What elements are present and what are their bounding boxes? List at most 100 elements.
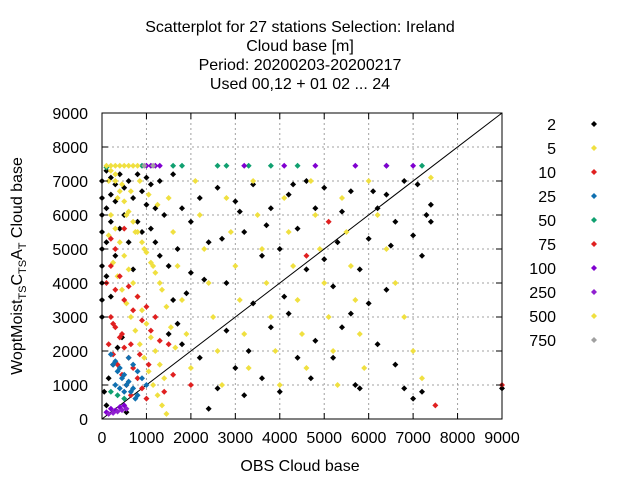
data-point xyxy=(145,191,152,198)
data-point xyxy=(219,235,225,242)
data-point xyxy=(183,331,190,337)
legend-marker xyxy=(591,265,597,271)
y-label-sub3: T xyxy=(17,242,29,249)
data-point xyxy=(156,361,163,368)
data-point xyxy=(143,320,150,327)
data-point xyxy=(107,263,114,269)
data-point xyxy=(285,191,292,198)
data-point xyxy=(107,314,114,320)
data-point xyxy=(196,195,203,201)
x-tick-label: 8000 xyxy=(440,430,476,447)
data-point xyxy=(147,225,154,232)
data-point xyxy=(201,276,208,283)
data-point xyxy=(139,385,145,392)
x-tick-label: 6000 xyxy=(351,430,387,447)
y-tick-label: 1000 xyxy=(52,378,88,395)
x-tick-label: 4000 xyxy=(262,430,298,447)
data-point xyxy=(107,191,114,198)
data-point xyxy=(139,239,145,246)
data-point xyxy=(267,314,274,320)
one-to-one-line xyxy=(101,112,503,420)
y-tick-label: 7000 xyxy=(52,174,88,191)
data-point xyxy=(383,162,390,169)
data-point xyxy=(303,252,310,259)
data-point xyxy=(401,178,408,184)
data-point xyxy=(374,341,381,348)
data-point xyxy=(392,280,399,286)
data-point xyxy=(141,354,148,361)
data-point xyxy=(116,188,123,195)
data-point xyxy=(419,162,425,169)
data-point xyxy=(392,218,399,225)
legend-marker xyxy=(591,169,597,175)
data-point xyxy=(132,395,139,402)
data-point xyxy=(107,293,114,300)
legend-label: 75 xyxy=(538,237,556,254)
data-point xyxy=(136,351,143,358)
data-point xyxy=(347,310,354,317)
title-line-1: Scatterplot for 27 stations Selection: I… xyxy=(145,19,455,36)
data-point xyxy=(187,382,194,388)
data-point xyxy=(110,320,117,327)
data-point xyxy=(125,208,132,215)
data-point xyxy=(250,181,257,188)
data-point xyxy=(165,263,172,269)
data-point xyxy=(103,205,110,212)
data-point xyxy=(259,246,265,252)
data-point xyxy=(112,382,119,388)
data-point xyxy=(170,297,177,303)
data-point xyxy=(410,232,417,239)
x-axis-label: OBS Cloud base xyxy=(240,458,359,475)
data-point xyxy=(259,375,265,382)
data-point xyxy=(116,171,123,178)
data-point xyxy=(121,198,128,205)
data-point xyxy=(134,375,141,382)
data-point xyxy=(116,162,123,169)
y-tick-label: 0 xyxy=(79,412,88,429)
y-label-main: WoptMoist xyxy=(9,299,26,375)
data-point xyxy=(352,162,359,169)
data-point xyxy=(205,280,212,286)
data-point xyxy=(236,297,243,303)
data-point xyxy=(152,269,159,276)
data-point xyxy=(152,348,159,354)
data-point xyxy=(267,205,274,212)
data-point xyxy=(130,218,137,225)
data-point xyxy=(174,320,181,327)
data-point xyxy=(170,162,177,169)
data-point xyxy=(356,331,363,337)
data-point xyxy=(427,201,434,208)
data-point xyxy=(156,280,163,286)
data-point xyxy=(223,162,230,169)
data-point xyxy=(192,178,199,184)
legend-label: 2 xyxy=(547,117,556,134)
x-tick-label: 5000 xyxy=(306,430,342,447)
data-point xyxy=(347,188,354,195)
data-point xyxy=(101,388,108,395)
y-label-sub2: TS xyxy=(17,260,29,274)
data-point xyxy=(150,382,157,388)
data-point xyxy=(103,167,110,174)
data-point xyxy=(339,324,345,331)
data-point xyxy=(121,162,128,169)
data-point xyxy=(143,201,150,208)
data-point xyxy=(294,297,301,303)
data-point xyxy=(401,385,408,392)
data-point xyxy=(374,212,381,218)
data-point xyxy=(116,273,123,280)
data-point xyxy=(196,354,203,361)
data-point xyxy=(410,348,417,354)
data-point xyxy=(125,266,132,273)
x-tick-label: 3000 xyxy=(218,430,254,447)
x-tick-label: 7000 xyxy=(395,430,431,447)
data-point xyxy=(103,239,110,246)
data-point xyxy=(427,218,434,225)
y-label-sub1: TS xyxy=(17,286,29,300)
data-point xyxy=(223,195,230,201)
data-point xyxy=(347,263,354,269)
data-point xyxy=(105,410,112,417)
data-point xyxy=(121,344,128,351)
data-point xyxy=(410,395,417,402)
data-point xyxy=(112,181,119,188)
